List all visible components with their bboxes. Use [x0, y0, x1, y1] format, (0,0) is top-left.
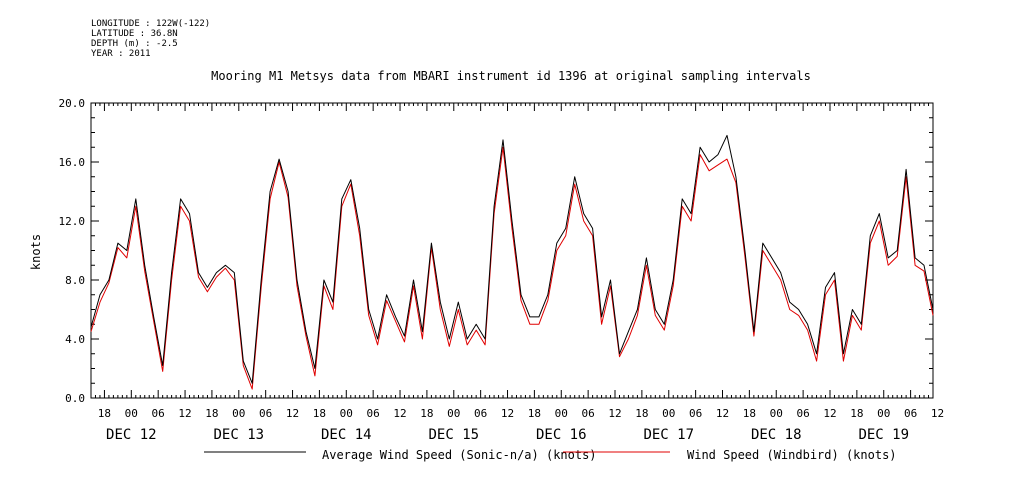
x-tick-label: 18	[205, 407, 218, 420]
metadata-block: LONGITUDE : 122W(-122) LATITUDE : 36.8N …	[91, 19, 210, 59]
longitude-label: LONGITUDE : 122W(-122)	[91, 19, 211, 29]
x-day-label: DEC 13	[214, 427, 265, 443]
series-line	[90, 134, 934, 384]
legend: Average Wind Speed (Sonic-n/a) (knots) Wi…	[204, 448, 897, 462]
x-tick-label: 12	[931, 407, 944, 420]
x-tick-label: 06	[689, 407, 702, 420]
x-tick-label: 06	[582, 407, 595, 420]
x-tick-label: 18	[528, 407, 541, 420]
x-tick-label: 06	[367, 407, 380, 420]
y-tick-label: 8.0	[65, 274, 85, 287]
x-tick-label: 00	[447, 407, 460, 420]
x-tick-label: 12	[608, 407, 621, 420]
x-tick-label: 12	[716, 407, 729, 420]
x-day-label: DEC 15	[428, 427, 479, 443]
x-day-label: DEC 18	[751, 427, 802, 443]
x-day-label: DEC 16	[536, 427, 587, 443]
latitude-label: LATITUDE : 36.8N	[91, 29, 178, 39]
legend-label: Average Wind Speed (Sonic-n/a) (knots)	[322, 448, 597, 462]
x-tick-label: 06	[474, 407, 487, 420]
y-axis-label: knots	[29, 234, 43, 270]
x-day-label: DEC 19	[858, 427, 909, 443]
x-day-label: DEC 14	[321, 427, 372, 443]
legend-label: Wind Speed (Windbird) (knots)	[687, 448, 897, 462]
chart-title: Mooring M1 Metsys data from MBARI instru…	[211, 69, 811, 83]
x-tick-label: 00	[555, 407, 568, 420]
x-tick-label: 06	[796, 407, 809, 420]
x-tick-label: 12	[393, 407, 406, 420]
x-tick-label: 12	[178, 407, 191, 420]
x-axis: 18 00 06 12 18 00 06 12 18 00 06 12 18 00 06 12 18 00 06 12…	[90, 103, 944, 443]
x-tick-label: 12	[501, 407, 514, 420]
y-tick-label: 16.0	[59, 156, 86, 169]
y-tick-label: 4.0	[65, 333, 85, 346]
x-tick-label: 00	[232, 407, 245, 420]
depth-label: DEPTH (m) : -2.5	[91, 39, 178, 49]
series-line	[90, 146, 934, 390]
x-tick-label: 00	[125, 407, 138, 420]
x-day-label: DEC 12	[106, 427, 157, 443]
plot-frame	[90, 102, 934, 399]
y-tick-label: 20.0	[59, 97, 86, 110]
x-tick-label: 18	[635, 407, 648, 420]
x-tick-label: 00	[770, 407, 783, 420]
x-tick-label: 18	[850, 407, 863, 420]
x-tick-label: 12	[823, 407, 836, 420]
x-tick-label: 18	[743, 407, 756, 420]
x-tick-label: 00	[340, 407, 353, 420]
x-tick-label: 18	[313, 407, 326, 420]
x-tick-label: 00	[877, 407, 890, 420]
x-tick-label: 06	[152, 407, 165, 420]
y-tick-label: 12.0	[59, 215, 86, 228]
y-axis: 0.0 4.0 8.0 12.0 16.0 20.0	[59, 97, 933, 405]
x-day-label: DEC 17	[643, 427, 694, 443]
x-tick-label: 00	[662, 407, 675, 420]
y-tick-label: 0.0	[65, 392, 85, 405]
year-label: YEAR : 2011	[91, 49, 151, 59]
x-tick-label: 18	[420, 407, 433, 420]
series-layer	[90, 134, 934, 390]
x-tick-label: 18	[98, 407, 111, 420]
x-tick-label: 06	[259, 407, 272, 420]
x-tick-label: 06	[904, 407, 917, 420]
x-tick-label: 12	[286, 407, 299, 420]
